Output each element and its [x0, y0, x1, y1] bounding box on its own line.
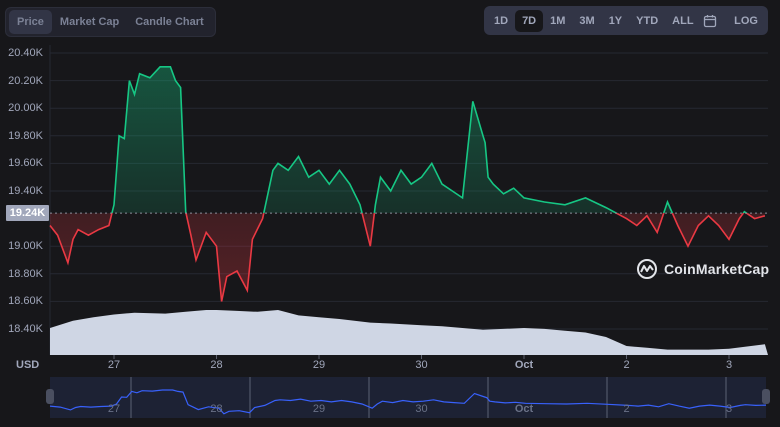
- navigator-right-handle[interactable]: [762, 389, 770, 404]
- calendar-icon[interactable]: [701, 10, 720, 32]
- tab-price[interactable]: Price: [9, 10, 52, 34]
- y-tick-label: 19.60K: [8, 157, 43, 170]
- currency-label: USD: [16, 359, 40, 371]
- y-tick-label: 18.60K: [8, 295, 43, 308]
- range-1y[interactable]: 1Y: [608, 14, 623, 27]
- range-1d[interactable]: 1D: [494, 14, 509, 27]
- chart-type-tabs: Price Market Cap Candle Chart: [5, 7, 216, 37]
- y-tick-label: 18.80K: [8, 267, 43, 280]
- y-tick-label: 19.80K: [8, 129, 43, 142]
- coinmarketcap-logo-icon: [637, 259, 657, 279]
- navigator-tick-label: 29: [312, 403, 326, 415]
- watermark: CoinMarketCap: [636, 258, 769, 280]
- tab-candle-chart[interactable]: Candle Chart: [135, 16, 204, 28]
- y-tick-label: 18.40K: [8, 323, 43, 335]
- x-tick-label: 27: [107, 359, 121, 371]
- x-tick-label: 28: [210, 359, 223, 371]
- navigator[interactable]: [50, 377, 766, 418]
- range-7d[interactable]: 7D: [515, 9, 544, 32]
- navigator-tick-label: 3: [725, 403, 733, 415]
- navigator-tick-label: 27: [107, 403, 121, 415]
- range-3m[interactable]: 3M: [579, 14, 595, 27]
- y-tick-label: 20.40K: [8, 47, 43, 59]
- time-range-selector: 1D 7D 1M 3M 1Y YTD ALL LOG: [484, 6, 768, 35]
- range-ytd[interactable]: YTD: [636, 14, 659, 27]
- watermark-text: CoinMarketCap: [664, 261, 770, 277]
- y-tick-label: 19.00K: [8, 240, 43, 253]
- current-price-label: 19.24K: [6, 205, 49, 221]
- navigator-tick-label: 30: [415, 403, 428, 415]
- navigator-left-handle[interactable]: [46, 389, 54, 404]
- x-tick-label: 30: [415, 359, 428, 371]
- range-1m[interactable]: 1M: [550, 14, 566, 27]
- x-tick-label: 29: [312, 359, 326, 371]
- x-tick-label: Oct: [514, 359, 534, 371]
- y-tick-label: 20.00K: [8, 102, 43, 115]
- tab-market-cap[interactable]: Market Cap: [59, 16, 120, 28]
- x-tick-label: 2: [623, 359, 630, 371]
- navigator-tick-label: 28: [210, 403, 223, 415]
- x-tick-label: 3: [725, 359, 733, 371]
- range-all[interactable]: ALL: [672, 14, 694, 27]
- log-scale-toggle[interactable]: LOG: [734, 14, 758, 27]
- y-tick-label: 19.40K: [8, 185, 43, 197]
- navigator-tick-label: Oct: [514, 403, 534, 415]
- navigator-tick-label: 2: [623, 403, 630, 415]
- y-tick-label: 20.20K: [8, 74, 43, 87]
